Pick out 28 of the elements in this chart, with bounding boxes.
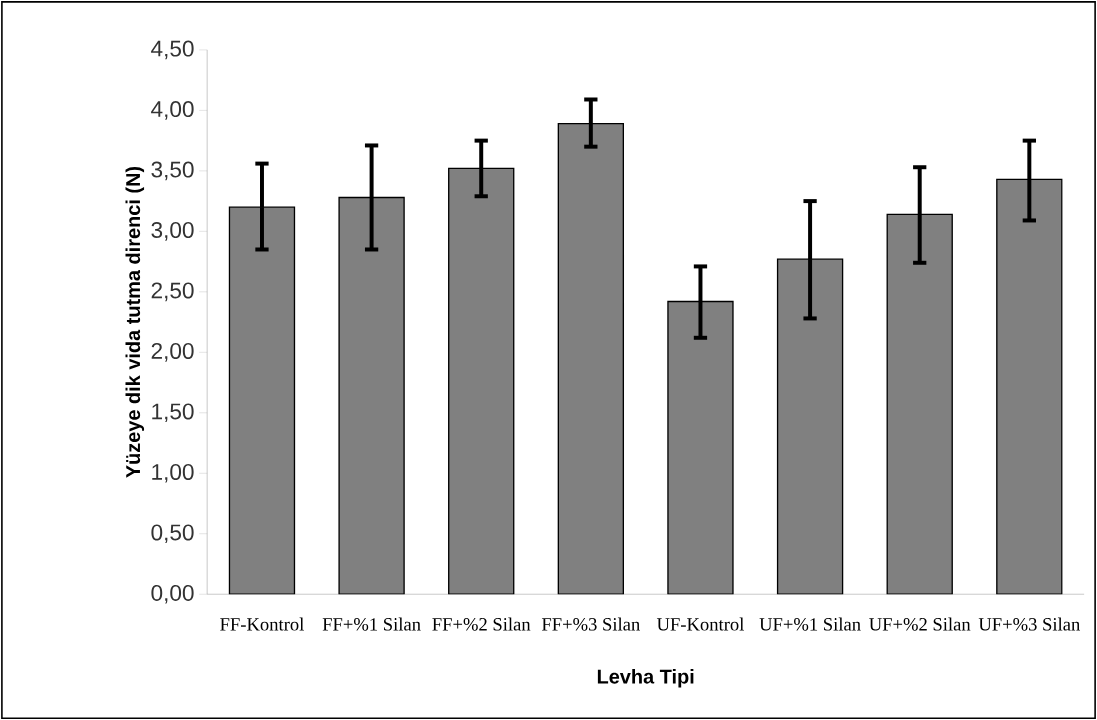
x-tick-label: UF+%3 Silan [978,617,1081,631]
bar [776,258,844,595]
bar [228,206,296,595]
bar [338,196,405,595]
x-tick-label: FF+%3 Silan [541,617,640,631]
y-tick-label: 1,50 [152,403,194,423]
y-tick-label: 3,50 [151,161,194,181]
bar [996,178,1063,595]
bar [667,300,734,595]
x-tick-label: FF-Kontrol [220,617,304,631]
bar [557,122,625,595]
y-tick-label: 2,00 [151,342,194,362]
y-tick-label: 0,50 [151,524,194,544]
x-tick-label: UF+%1 Silan [759,617,861,631]
x-tick-label: FF+%2 Silan [432,617,531,631]
y-tick-label: 0,00 [151,584,194,604]
x-axis-title: Levha Tipi [597,668,694,688]
y-tick-label: 3,00 [151,221,194,241]
x-tick-label: UF+%2 Silan [869,617,971,631]
bar [448,167,515,595]
y-tick-label: 2,50 [151,282,194,302]
bar [886,213,953,595]
y-axis-title: Yüzeye dik vida tutma direnci (N) [125,166,145,478]
x-tick-label: UF-Kontrol [656,617,744,631]
x-tick-label: FF+%1 Silan [322,617,421,631]
y-tick-label: 1,00 [152,463,194,483]
y-tick-label: 4,00 [151,101,194,120]
y-tick-label: 4,50 [151,40,194,60]
